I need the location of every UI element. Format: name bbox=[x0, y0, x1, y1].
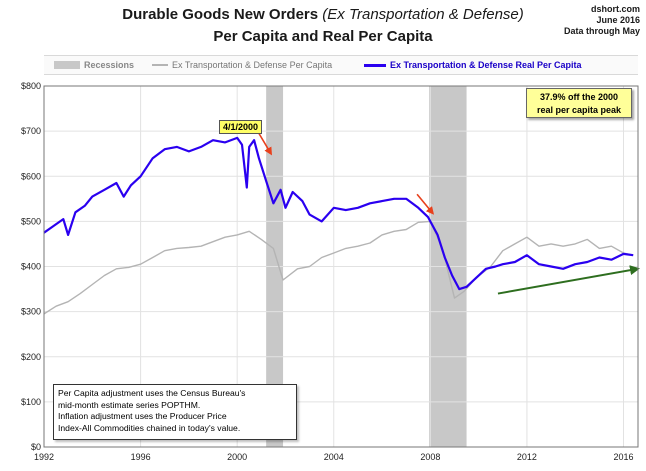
legend-label-nominal: Ex Transportation & Defense Per Capita bbox=[172, 60, 333, 70]
legend-swatch-nominal bbox=[152, 64, 168, 66]
annotation-arrow bbox=[258, 132, 272, 156]
x-tick-label: 2016 bbox=[613, 452, 633, 462]
peak-callout-line2: real per capita peak bbox=[536, 105, 622, 115]
source-note: Data through May bbox=[563, 26, 640, 36]
x-tick-label: 2004 bbox=[324, 452, 344, 462]
x-tick-label: 1996 bbox=[131, 452, 151, 462]
note-line-2: mid-month estimate series POPTHM. bbox=[58, 399, 201, 410]
methodology-note: Per Capita adjustment uses the Census Bu… bbox=[53, 384, 297, 440]
y-tick-label: $500 bbox=[21, 216, 41, 226]
y-tick-label: $0 bbox=[31, 442, 41, 452]
peak-callout-line1: 37.9% off the 2000 bbox=[539, 92, 619, 102]
peak-callout: 37.9% off the 2000 real per capita peak bbox=[526, 88, 632, 118]
y-tick-label: $600 bbox=[21, 171, 41, 181]
annotation-arrow bbox=[416, 193, 435, 215]
legend-item-recessions: Recessions bbox=[54, 56, 134, 74]
x-tick-label: 2012 bbox=[517, 452, 537, 462]
chart-legend: Recessions Ex Transportation & Defense P… bbox=[44, 55, 638, 75]
note-line-3: Inflation adjustment uses the Producer P… bbox=[58, 411, 227, 421]
x-tick-label: 2008 bbox=[420, 452, 440, 462]
legend-swatch-recessions bbox=[54, 61, 80, 69]
chart-title-italic: (Ex Transportation & Defense) bbox=[322, 6, 524, 23]
plot-frame bbox=[43, 85, 639, 448]
chart-title-main: Durable Goods New Orders bbox=[122, 6, 323, 23]
y-tick-label: $200 bbox=[21, 352, 41, 362]
series-line-real bbox=[43, 136, 634, 291]
legend-label-real: Ex Transportation & Defense Real Per Cap… bbox=[390, 60, 582, 70]
y-tick-label: $800 bbox=[21, 81, 41, 91]
y-tick-label: $300 bbox=[21, 307, 41, 317]
series-line-nominal bbox=[43, 220, 634, 315]
note-line-4: Index-All Commodities chained in today's… bbox=[58, 422, 241, 433]
legend-label-recessions: Recessions bbox=[84, 60, 135, 70]
chart-subtitle: Per Capita and Real Per Capita bbox=[213, 28, 433, 45]
y-tick-label: $700 bbox=[21, 126, 41, 136]
note-line-1: Per Capita adjustment uses the Census Bu… bbox=[58, 388, 246, 398]
legend-item-real: Ex Transportation & Defense Real Per Cap… bbox=[364, 56, 582, 74]
x-tick-label: 1992 bbox=[34, 452, 54, 462]
y-tick-label: $100 bbox=[21, 397, 41, 407]
trend-arrow bbox=[497, 265, 640, 295]
legend-swatch-real bbox=[364, 63, 386, 67]
source-site: dshort.com bbox=[590, 4, 640, 14]
chart-title: Durable Goods New Orders (Ex Transportat… bbox=[0, 6, 646, 23]
x-tick-label: 2000 bbox=[227, 452, 247, 462]
source-block: dshort.com June 2016 Data through May bbox=[564, 4, 640, 37]
legend-item-nominal: Ex Transportation & Defense Per Capita bbox=[152, 56, 332, 74]
y-tick-label: $400 bbox=[21, 262, 41, 272]
peak-date-label: 4/1/2000 bbox=[219, 120, 263, 134]
source-date: June 2016 bbox=[596, 15, 640, 25]
